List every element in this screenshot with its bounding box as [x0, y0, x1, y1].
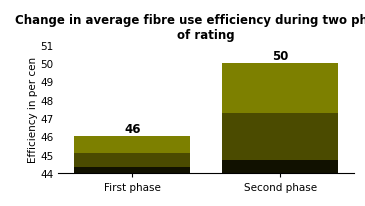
Text: 50: 50 [272, 50, 288, 63]
Bar [74, 137, 191, 153]
Bar [74, 153, 191, 167]
Bar [222, 114, 338, 160]
Text: 46: 46 [124, 123, 141, 136]
Title: Change in average fibre use efficiency during two phases
of rating: Change in average fibre use efficiency d… [15, 14, 365, 41]
Y-axis label: Efficiency in per cen: Efficiency in per cen [27, 56, 38, 162]
Bar [222, 160, 338, 173]
Bar [222, 64, 338, 114]
Bar [74, 167, 191, 173]
